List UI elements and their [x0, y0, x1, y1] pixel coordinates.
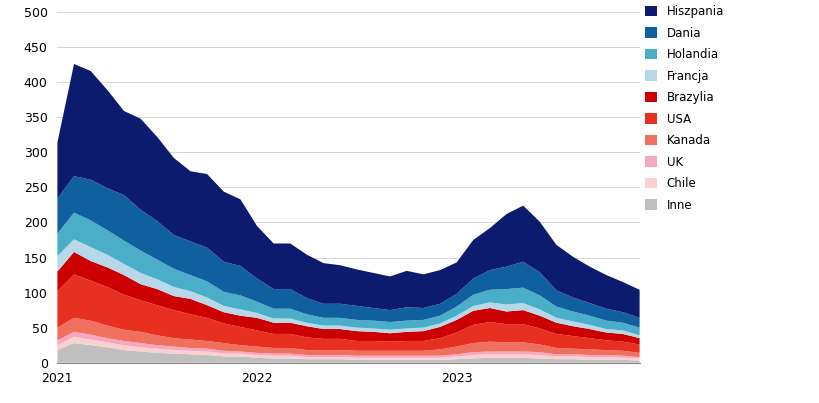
Legend: Hiszpania, Dania, Holandia, Francja, Brazylia, USA, Kanada, UK, Chile, Inne: Hiszpania, Dania, Holandia, Francja, Bra… [645, 5, 723, 212]
